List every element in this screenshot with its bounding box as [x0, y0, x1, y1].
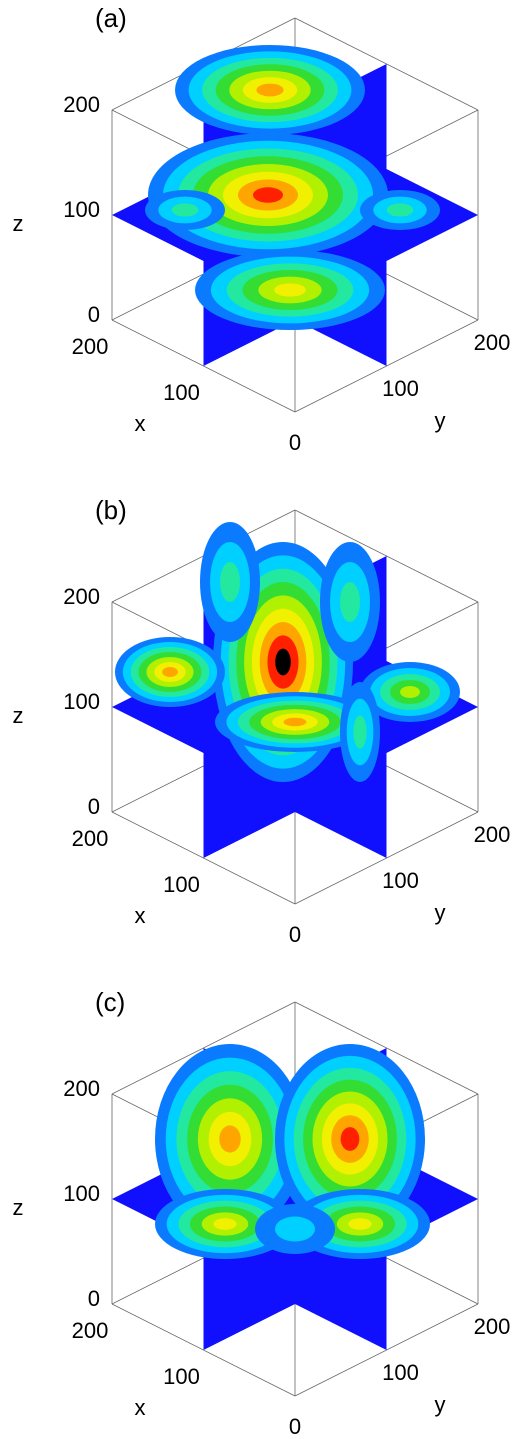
panel-label: (a) [95, 3, 127, 33]
panel: (b) 0 100 200 0 100 200 100 200 x y z [13, 495, 511, 947]
z-axis-label: z [13, 1195, 24, 1220]
panel: (c) 0 100 200 0 100 200 100 200 x y z [13, 987, 511, 1439]
z-tick-label: 0 [88, 302, 100, 327]
y-tick-label: 200 [474, 330, 511, 355]
y-axis-label: y [435, 900, 446, 925]
x-axis-label: x [135, 411, 146, 436]
contour-region [162, 667, 178, 677]
z-tick-label: 100 [63, 689, 100, 714]
z-axis-label: z [13, 211, 24, 236]
y-tick-label: 100 [382, 868, 419, 893]
contour-region [172, 203, 199, 216]
z-tick-label: 200 [63, 584, 100, 609]
y-tick-label: 200 [474, 1314, 511, 1339]
contour-region [340, 582, 360, 622]
contour-region [275, 649, 291, 676]
x-tick-label: 0 [289, 430, 301, 455]
y-axis-label: y [435, 408, 446, 433]
y-tick-label: 100 [382, 1360, 419, 1385]
x-tick-label: 200 [72, 1318, 109, 1343]
x-tick-label: 100 [163, 872, 200, 897]
contour-region [348, 1218, 371, 1230]
y-tick-label: 200 [474, 822, 511, 847]
contour-region [256, 84, 283, 97]
contour-region [274, 283, 306, 296]
z-tick-label: 0 [88, 794, 100, 819]
panel: (a) 0 100 200 0 100 200 100 200 x y z [13, 3, 511, 455]
z-axis-label: z [13, 703, 24, 728]
contour-region [284, 718, 307, 727]
x-tick-label: 100 [163, 1364, 200, 1389]
contour-region [387, 203, 414, 216]
z-tick-label: 0 [88, 1286, 100, 1311]
contour-region [341, 1127, 360, 1151]
y-axis-label: y [435, 1392, 446, 1417]
panel-label: (b) [95, 495, 127, 525]
x-axis-label: x [135, 1395, 146, 1420]
z-tick-label: 200 [63, 92, 100, 117]
contour-region [353, 715, 366, 748]
contour-region [213, 1218, 236, 1230]
z-tick-label: 200 [63, 1076, 100, 1101]
x-tick-label: 200 [72, 826, 109, 851]
x-tick-label: 0 [289, 1414, 301, 1439]
figure: (a) 0 100 200 0 100 200 100 200 x y z (b) 0 100 200 0 100… [0, 0, 526, 1439]
y-tick-label: 100 [382, 376, 419, 401]
x-axis-label: x [135, 903, 146, 928]
panel-label: (c) [95, 987, 125, 1017]
z-tick-label: 100 [63, 1181, 100, 1206]
contour-region [219, 1125, 240, 1152]
x-tick-label: 100 [163, 380, 200, 405]
contour-region [400, 686, 420, 698]
contour-region [275, 1217, 315, 1242]
contour-region [220, 562, 240, 602]
z-tick-label: 100 [63, 197, 100, 222]
x-tick-label: 200 [72, 334, 109, 359]
x-tick-label: 0 [289, 922, 301, 947]
contour-region [253, 187, 283, 203]
